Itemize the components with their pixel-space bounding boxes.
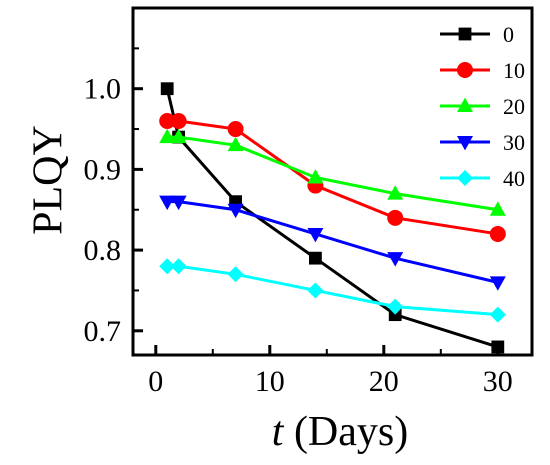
data-point xyxy=(307,282,324,299)
legend-item: 10 xyxy=(440,58,525,83)
data-point xyxy=(307,169,324,184)
series-line xyxy=(167,264,498,317)
y-tick-label: 0.8 xyxy=(84,234,122,267)
y-tick-label: 0.9 xyxy=(84,153,122,186)
legend-label: 10 xyxy=(503,58,525,83)
data-point xyxy=(170,112,187,129)
plot-area xyxy=(159,82,506,354)
data-point xyxy=(159,128,176,144)
x-axis-title: t (Days) xyxy=(272,409,408,455)
data-point xyxy=(387,185,404,200)
legend-item: 20 xyxy=(440,94,525,119)
data-point xyxy=(387,252,404,267)
x-tick-label: 20 xyxy=(369,365,399,398)
data-point xyxy=(489,201,506,216)
x-axis-variable: t xyxy=(272,409,285,455)
plot-frame xyxy=(131,6,534,357)
data-point xyxy=(170,195,187,211)
axes xyxy=(131,6,534,357)
data-point xyxy=(489,306,506,323)
legend-label: 40 xyxy=(503,166,525,191)
data-point xyxy=(227,121,244,138)
legend-item: 40 xyxy=(440,166,525,191)
series-10 xyxy=(159,112,506,242)
data-point xyxy=(307,227,324,243)
legend-marker xyxy=(457,62,473,78)
series-0 xyxy=(160,82,505,354)
data-point xyxy=(489,225,506,242)
data-point xyxy=(489,276,506,291)
y-tick-label: 0.7 xyxy=(84,315,122,348)
data-point xyxy=(160,82,174,96)
legend: 0 10 20 30 40 xyxy=(440,22,525,191)
x-axis-unit: (Days) xyxy=(283,409,408,455)
data-point xyxy=(159,195,176,211)
data-point xyxy=(170,258,187,275)
legend-marker xyxy=(457,170,473,186)
legend-label: 30 xyxy=(503,130,525,155)
x-axis-ticks: 0 10 20 30 xyxy=(148,345,513,398)
series-20 xyxy=(159,128,506,216)
series-line xyxy=(165,88,499,349)
data-point xyxy=(309,251,322,265)
legend-item: 30 xyxy=(440,130,525,155)
series-line xyxy=(167,135,499,212)
series-40 xyxy=(159,258,506,323)
y-axis-ticks: 0.7 0.8 0.9 1.0 xyxy=(84,47,143,348)
x-tick-label: 10 xyxy=(255,365,285,398)
x-tick-label: 0 xyxy=(148,365,163,398)
series-30 xyxy=(159,195,506,291)
data-point xyxy=(170,128,187,144)
data-point xyxy=(388,308,402,322)
data-point xyxy=(227,203,244,219)
legend-label: 20 xyxy=(503,94,525,119)
legend-item: 0 xyxy=(440,22,514,47)
legend-label: 0 xyxy=(503,22,514,47)
legend-marker xyxy=(458,27,472,41)
y-tick-label: 1.0 xyxy=(84,73,122,106)
y-axis-title: PLQY xyxy=(26,125,72,235)
data-point xyxy=(159,112,176,129)
legend-marker xyxy=(457,97,473,112)
data-point xyxy=(387,209,404,226)
data-point xyxy=(159,258,176,275)
legend-marker xyxy=(457,136,473,151)
data-point xyxy=(387,298,404,315)
data-point xyxy=(227,136,244,152)
data-point xyxy=(227,266,244,283)
x-tick-label: 30 xyxy=(483,365,513,398)
